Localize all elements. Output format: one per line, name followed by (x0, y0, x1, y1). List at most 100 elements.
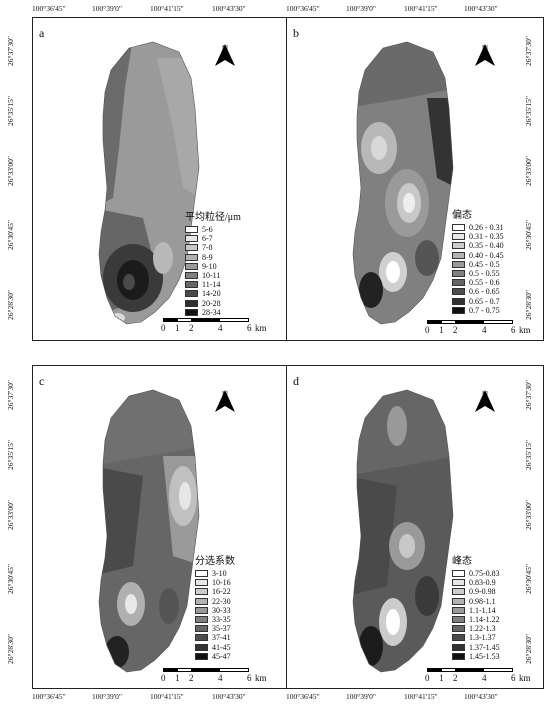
legend-label: 0.55 - 0.6 (469, 278, 500, 288)
legend-swatch (195, 588, 208, 596)
legend-swatch (452, 288, 465, 296)
north-arrow-icon (215, 44, 235, 66)
coordinate-label: 100°36'45" (286, 692, 320, 701)
legend-label: 0.65 - 0.7 (469, 296, 500, 306)
legend-item: 20-28 (185, 299, 241, 308)
map-panel-c: c N 分选系数 3-1010-1616-2222-3030-3333-3535… (32, 365, 290, 689)
coordinate-label: 100°43'30" (464, 692, 498, 701)
scale-bar-a: 0 1 2 4 6 km (161, 318, 267, 333)
legend-item: 0.98-1.1 (452, 597, 500, 606)
legend-swatch (195, 634, 208, 642)
coordinate-label: 26°30'45" (524, 564, 533, 594)
map-b-canvas (352, 41, 454, 325)
legend-item: 6-7 (185, 234, 241, 243)
legend-swatch (185, 272, 198, 280)
coordinate-label: 26°30'45" (524, 220, 533, 250)
legend-item: 14-20 (185, 289, 241, 298)
scale-label: 0 (161, 673, 166, 683)
coordinate-label: 100°36'45" (32, 692, 66, 701)
coordinate-label: 26°30'45" (6, 220, 15, 250)
legend-item: 30-33 (195, 606, 235, 615)
scale-bar-b: 0 1 2 4 6 km (425, 320, 531, 335)
coordinate-label: 100°43'30" (212, 4, 246, 13)
coordinate-label: 26°28'30" (524, 634, 533, 664)
map-panel-b: b N 偏态 0.26 - 0.310.31 - 0.350.35 - 0.40… (286, 17, 544, 341)
scale-bar-d: 0 1 2 4 6 km (425, 668, 531, 683)
legend-swatch (185, 281, 198, 289)
legend-item: 0.26 - 0.31 (452, 223, 504, 232)
legend-label: 0.9-0.98 (469, 587, 496, 597)
north-arrow: N (473, 44, 497, 76)
legend-d: 峰态 0.75-0.83 0.83-0.9 0.9-0.98 0.98-1.1 1.1-… (452, 552, 500, 661)
panel-label-b: b (293, 26, 299, 40)
legend-swatch (452, 260, 465, 268)
legend-swatch (195, 570, 208, 578)
legend-item: 16-22 (195, 587, 235, 596)
scale-label: 2 (189, 673, 194, 683)
scale-label: 0 (161, 323, 166, 333)
coordinate-label: 26°33'00" (524, 500, 533, 530)
coordinate-label: 26°35'15" (6, 96, 15, 126)
legend-label: 0.40 - 0.45 (469, 250, 504, 260)
map-c-canvas (98, 389, 200, 673)
scale-label: 6 (511, 325, 516, 335)
legend-item: 1.14-1.22 (452, 615, 500, 624)
map-d-canvas (352, 389, 454, 673)
legend-item: 37-41 (195, 633, 235, 642)
legend-label: 22-30 (212, 596, 231, 606)
legend-swatch (452, 242, 465, 250)
coordinate-label: 100°41'15" (404, 692, 438, 701)
legend-label: 30-33 (212, 605, 231, 615)
legend-swatch (185, 299, 198, 307)
legend-swatch (195, 606, 208, 614)
legend-swatch (195, 579, 208, 587)
legend-swatch (195, 643, 208, 651)
coordinate-label: 26°35'15" (524, 440, 533, 470)
coordinate-label: 26°37'30" (6, 36, 15, 66)
scale-label: 2 (453, 325, 458, 335)
legend-item: 11-14 (185, 280, 241, 289)
legend-label: 14-20 (202, 289, 221, 299)
coordinate-label: 26°33'00" (6, 500, 15, 530)
scale-label: 6 (247, 673, 252, 683)
legend-label: 6-7 (202, 234, 213, 244)
scale-unit: km (255, 673, 267, 683)
coordinate-label: 100°36'45" (32, 4, 66, 13)
legend-swatch (185, 308, 198, 316)
legend-c: 分选系数 3-10 10-16 16-22 22-30 30-33 33-35 35-37 3… (195, 552, 235, 661)
scale-label: 2 (189, 323, 194, 333)
legend-label: 1.45-1.53 (469, 651, 500, 661)
coordinate-label: 100°41'15" (404, 4, 438, 13)
legend-label: 7-8 (202, 243, 213, 253)
coordinate-label: 26°37'30" (524, 36, 533, 66)
coordinate-label: 100°43'30" (464, 4, 498, 13)
north-arrow-icon (475, 44, 495, 66)
legend-swatch (452, 597, 465, 605)
coordinate-label: 26°37'30" (524, 380, 533, 410)
legend-swatch (452, 634, 465, 642)
legend-swatch (452, 652, 465, 660)
legend-item: 1.22-1.3 (452, 624, 500, 633)
coordinate-label: 26°28'30" (6, 634, 15, 664)
legend-title-b: 偏态 (452, 210, 472, 221)
legend-label: 37-41 (212, 633, 231, 643)
scale-unit: km (519, 673, 531, 683)
coordinate-label: 100°39'0" (346, 4, 376, 13)
legend-label: 9-10 (202, 261, 217, 271)
legend-item: 8-9 (185, 253, 241, 262)
scale-label: 0 (425, 325, 430, 335)
north-arrow-icon (215, 390, 235, 412)
legend-a: 平均粒径/μm 5-6 6-7 7-8 8-9 9-10 10-11 11-14 14-20 2… (185, 208, 241, 317)
legend-item: 0.9-0.98 (452, 587, 500, 596)
legend-item: 28-34 (185, 308, 241, 317)
coordinate-label: 100°36'45" (286, 4, 320, 13)
scale-label: 4 (218, 673, 223, 683)
legend-label: 0.83-0.9 (469, 578, 496, 588)
north-arrow: N (213, 44, 237, 76)
coordinate-label: 100°39'0" (346, 692, 376, 701)
legend-swatch (452, 606, 465, 614)
legend-label: 20-28 (202, 298, 221, 308)
legend-swatch (452, 579, 465, 587)
legend-b: 偏态 0.26 - 0.31 0.31 - 0.35 0.35 - 0.40 0.40… (452, 206, 504, 315)
scale-label: 1 (175, 323, 180, 333)
